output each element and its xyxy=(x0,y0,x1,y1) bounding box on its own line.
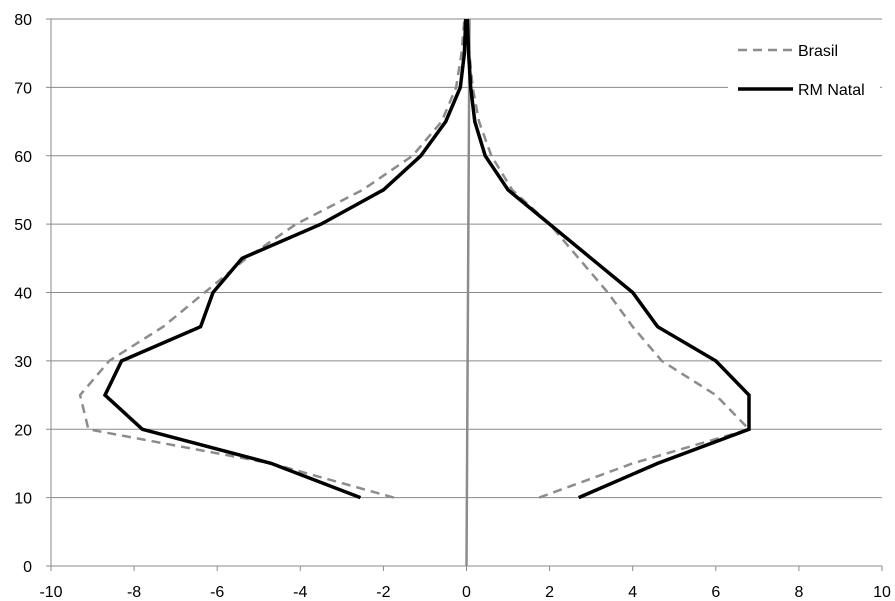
x-tick-label: -4 xyxy=(293,584,307,601)
x-tick-label: -8 xyxy=(127,584,141,601)
y-tick-label: 60 xyxy=(14,149,32,166)
series-line-rm-natal-right-branch xyxy=(465,18,751,500)
y-tick-label: 80 xyxy=(14,12,32,29)
series-line-brasil-right-branch xyxy=(466,18,752,499)
center-line xyxy=(465,18,471,567)
x-tick-label: 10 xyxy=(873,584,891,601)
x-tick-label: -10 xyxy=(39,584,62,601)
y-tick-label: 30 xyxy=(14,354,32,371)
x-tick-label: -2 xyxy=(376,584,390,601)
x-tick-label: 8 xyxy=(794,584,803,601)
legend-label-brasil: Brasil xyxy=(798,43,838,60)
y-tick-label: 50 xyxy=(14,217,32,234)
series-line-brasil-left-branch xyxy=(78,18,466,499)
y-tick-label: 10 xyxy=(14,491,32,508)
x-tick-label: 6 xyxy=(711,584,720,601)
tick-labels: -10 -8 -6 -4 -2 0 2 4 6 8 10 0 10 20 30 40 50 60 70 80 xyxy=(14,12,891,601)
legend-label-rm-natal: RM Natal xyxy=(798,82,865,99)
series-lines xyxy=(78,18,752,500)
y-tick-label: 70 xyxy=(14,80,32,97)
axes xyxy=(46,18,883,571)
legend-background xyxy=(728,33,880,107)
x-tick-label: 2 xyxy=(545,584,554,601)
x-tick-label: 0 xyxy=(462,584,471,601)
y-tick-label: 40 xyxy=(14,286,32,303)
series-line-rm-natal-left-branch xyxy=(102,18,468,500)
x-tick-label: 4 xyxy=(628,584,637,601)
legend: Brasil RM Natal xyxy=(728,33,880,107)
y-tick-label: 20 xyxy=(14,422,32,439)
y-tick-label: 0 xyxy=(23,559,32,576)
x-tick-label: -6 xyxy=(210,584,224,601)
